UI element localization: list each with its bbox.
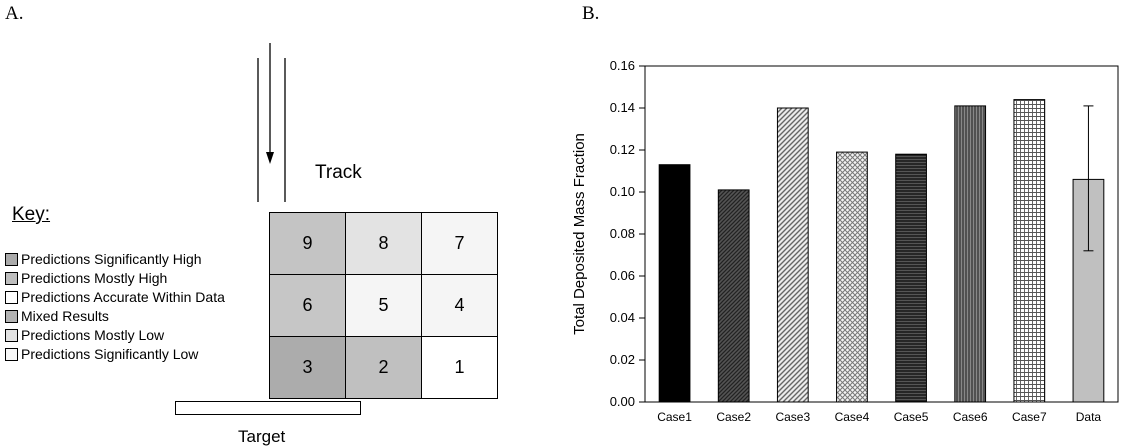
zone-cell-3: 3 xyxy=(269,336,346,399)
zone-cell-5: 5 xyxy=(345,274,422,337)
bar-chart: 0.00 0.02 0.04 0.06 0.08 0.10 0.12 0.14 0.16 Tota… xyxy=(571,58,1119,424)
key-swatch xyxy=(5,290,18,304)
bar-case3 xyxy=(776,107,809,403)
x-tick-label: Case2 xyxy=(716,410,751,424)
key-title: Key: xyxy=(12,204,51,225)
x-tick-label: Case5 xyxy=(894,410,929,424)
key-item: Predictions Mostly Low xyxy=(5,326,164,344)
bar-case2 xyxy=(717,189,750,403)
zone-cell-6: 6 xyxy=(269,274,346,337)
y-tick-label: 0.04 xyxy=(610,310,635,325)
panel-a-label: A. xyxy=(5,3,24,24)
bar-case6 xyxy=(954,105,987,403)
x-tick-label: Case6 xyxy=(953,410,988,424)
x-tick-label: Case7 xyxy=(1012,410,1047,424)
key-swatch xyxy=(5,347,18,361)
key-swatch xyxy=(5,252,18,266)
zone-cell-8: 8 xyxy=(345,212,422,275)
target-label: Target xyxy=(238,427,286,446)
bar-case7 xyxy=(1013,99,1046,403)
key-item-label: Predictions Significantly Low xyxy=(21,346,199,362)
key-item: Predictions Significantly High xyxy=(5,250,202,268)
key-item: Predictions Significantly Low xyxy=(5,345,198,363)
x-tick-label: Case1 xyxy=(657,410,692,424)
x-tick-label: Case3 xyxy=(775,410,810,424)
target-bar xyxy=(175,401,361,415)
key-swatch xyxy=(5,328,18,342)
zone-cell-4: 4 xyxy=(421,274,498,337)
track-arrows xyxy=(257,43,286,202)
key-swatch xyxy=(5,271,18,285)
y-axis-label: Total Deposited Mass Fraction xyxy=(571,133,588,335)
bar-case5 xyxy=(895,153,927,403)
plot-frame xyxy=(644,65,1119,403)
x-tick-label: Case4 xyxy=(835,410,870,424)
y-tick-label: 0.16 xyxy=(610,58,635,73)
track-label: Track xyxy=(315,162,362,183)
key-item-label: Predictions Accurate Within Data xyxy=(21,289,225,305)
key-swatch xyxy=(5,309,18,323)
y-tick-label: 0.08 xyxy=(610,226,635,241)
key-item: Predictions Mostly High xyxy=(5,269,167,287)
key-item-label: Predictions Mostly Low xyxy=(21,327,165,343)
zone-cell-7: 7 xyxy=(421,212,498,275)
key-item: Predictions Accurate Within Data xyxy=(5,288,225,306)
y-tick-label: 0.10 xyxy=(610,184,635,199)
key-item-label: Predictions Mostly High xyxy=(21,270,168,286)
bar-case4 xyxy=(836,151,868,403)
panel-b-label: B. xyxy=(582,3,600,24)
key-item-label: Mixed Results xyxy=(21,308,109,324)
y-tick-label: 0.06 xyxy=(610,268,635,283)
x-tick-label: Data xyxy=(1076,410,1102,424)
key-item-label: Predictions Significantly High xyxy=(21,251,202,267)
y-tick-label: 0.00 xyxy=(610,394,635,409)
track-arrowhead-icon xyxy=(266,152,274,164)
zone-cell-2: 2 xyxy=(345,336,422,399)
y-tick-label: 0.14 xyxy=(610,100,635,115)
y-tick-label: 0.12 xyxy=(610,142,635,157)
zone-cell-1: 1 xyxy=(421,336,498,399)
bar-case1 xyxy=(658,164,691,403)
y-tick-label: 0.02 xyxy=(610,352,635,367)
zone-cell-9: 9 xyxy=(269,212,346,275)
key-item: Mixed Results xyxy=(5,307,109,325)
